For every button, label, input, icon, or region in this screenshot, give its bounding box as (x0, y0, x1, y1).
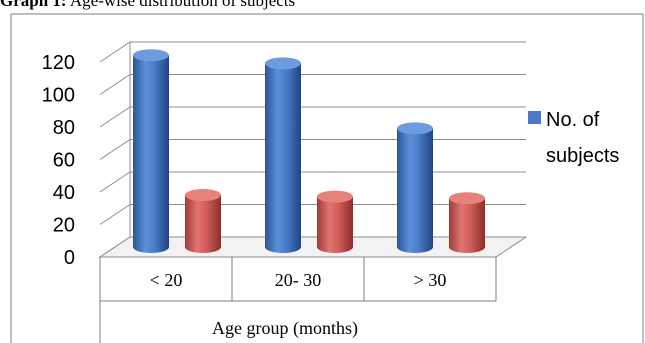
caption-prefix: Graph 1: (0, 0, 67, 10)
gridline-diagonal (99, 41, 131, 63)
x-tick-label: 20- 30 (275, 270, 322, 290)
bar-body (449, 198, 485, 253)
y-axis-ticks: 0 20 40 60 80 100 120 (42, 52, 75, 269)
bar (449, 192, 485, 253)
y-tick-label: 100 (42, 85, 75, 107)
x-axis-table: < 20 20- 30 > 30 (99, 257, 497, 343)
bar-top (185, 189, 221, 201)
x-tick-label: < 20 (150, 270, 183, 290)
gridlines (99, 41, 526, 258)
bar-top (133, 49, 169, 62)
gridline-diagonal (99, 204, 131, 225)
y-tick-label: 120 (42, 52, 75, 74)
gridline-diagonal (99, 171, 131, 193)
legend: No. of subjects (528, 109, 619, 167)
bar-body (185, 195, 221, 253)
bar-body (133, 55, 169, 253)
bar-body (397, 128, 433, 253)
legend-label-line2: subjects (546, 145, 619, 167)
gridline-diagonal (99, 74, 131, 95)
x-axis-title: Age group (months) (212, 318, 358, 339)
bar-top (265, 57, 301, 70)
bar-body (265, 63, 301, 253)
x-tick-label: > 30 (414, 270, 447, 290)
y-tick-label: 80 (53, 117, 75, 139)
gridline-diagonal (99, 139, 131, 160)
bar (265, 57, 301, 253)
legend-label-line1: No. of (546, 109, 600, 131)
caption-text: Age-wise distribution of subjects (69, 0, 296, 10)
y-tick-label: 40 (53, 182, 75, 204)
bar-top (397, 122, 433, 135)
bar-top (317, 190, 353, 203)
bars (133, 49, 485, 253)
bar (185, 189, 221, 253)
bar-top (449, 192, 485, 205)
y-tick-label: 20 (53, 215, 75, 237)
y-tick-label: 60 (53, 150, 75, 172)
legend-swatch (528, 111, 541, 124)
gridline-diagonal (99, 106, 131, 128)
bar (397, 122, 433, 253)
figure-caption: Graph 1: Age-wise distribution of subjec… (0, 0, 295, 11)
bar-body (317, 196, 353, 253)
bar (133, 49, 169, 253)
bar (317, 190, 353, 253)
y-tick-label: 0 (64, 247, 75, 269)
